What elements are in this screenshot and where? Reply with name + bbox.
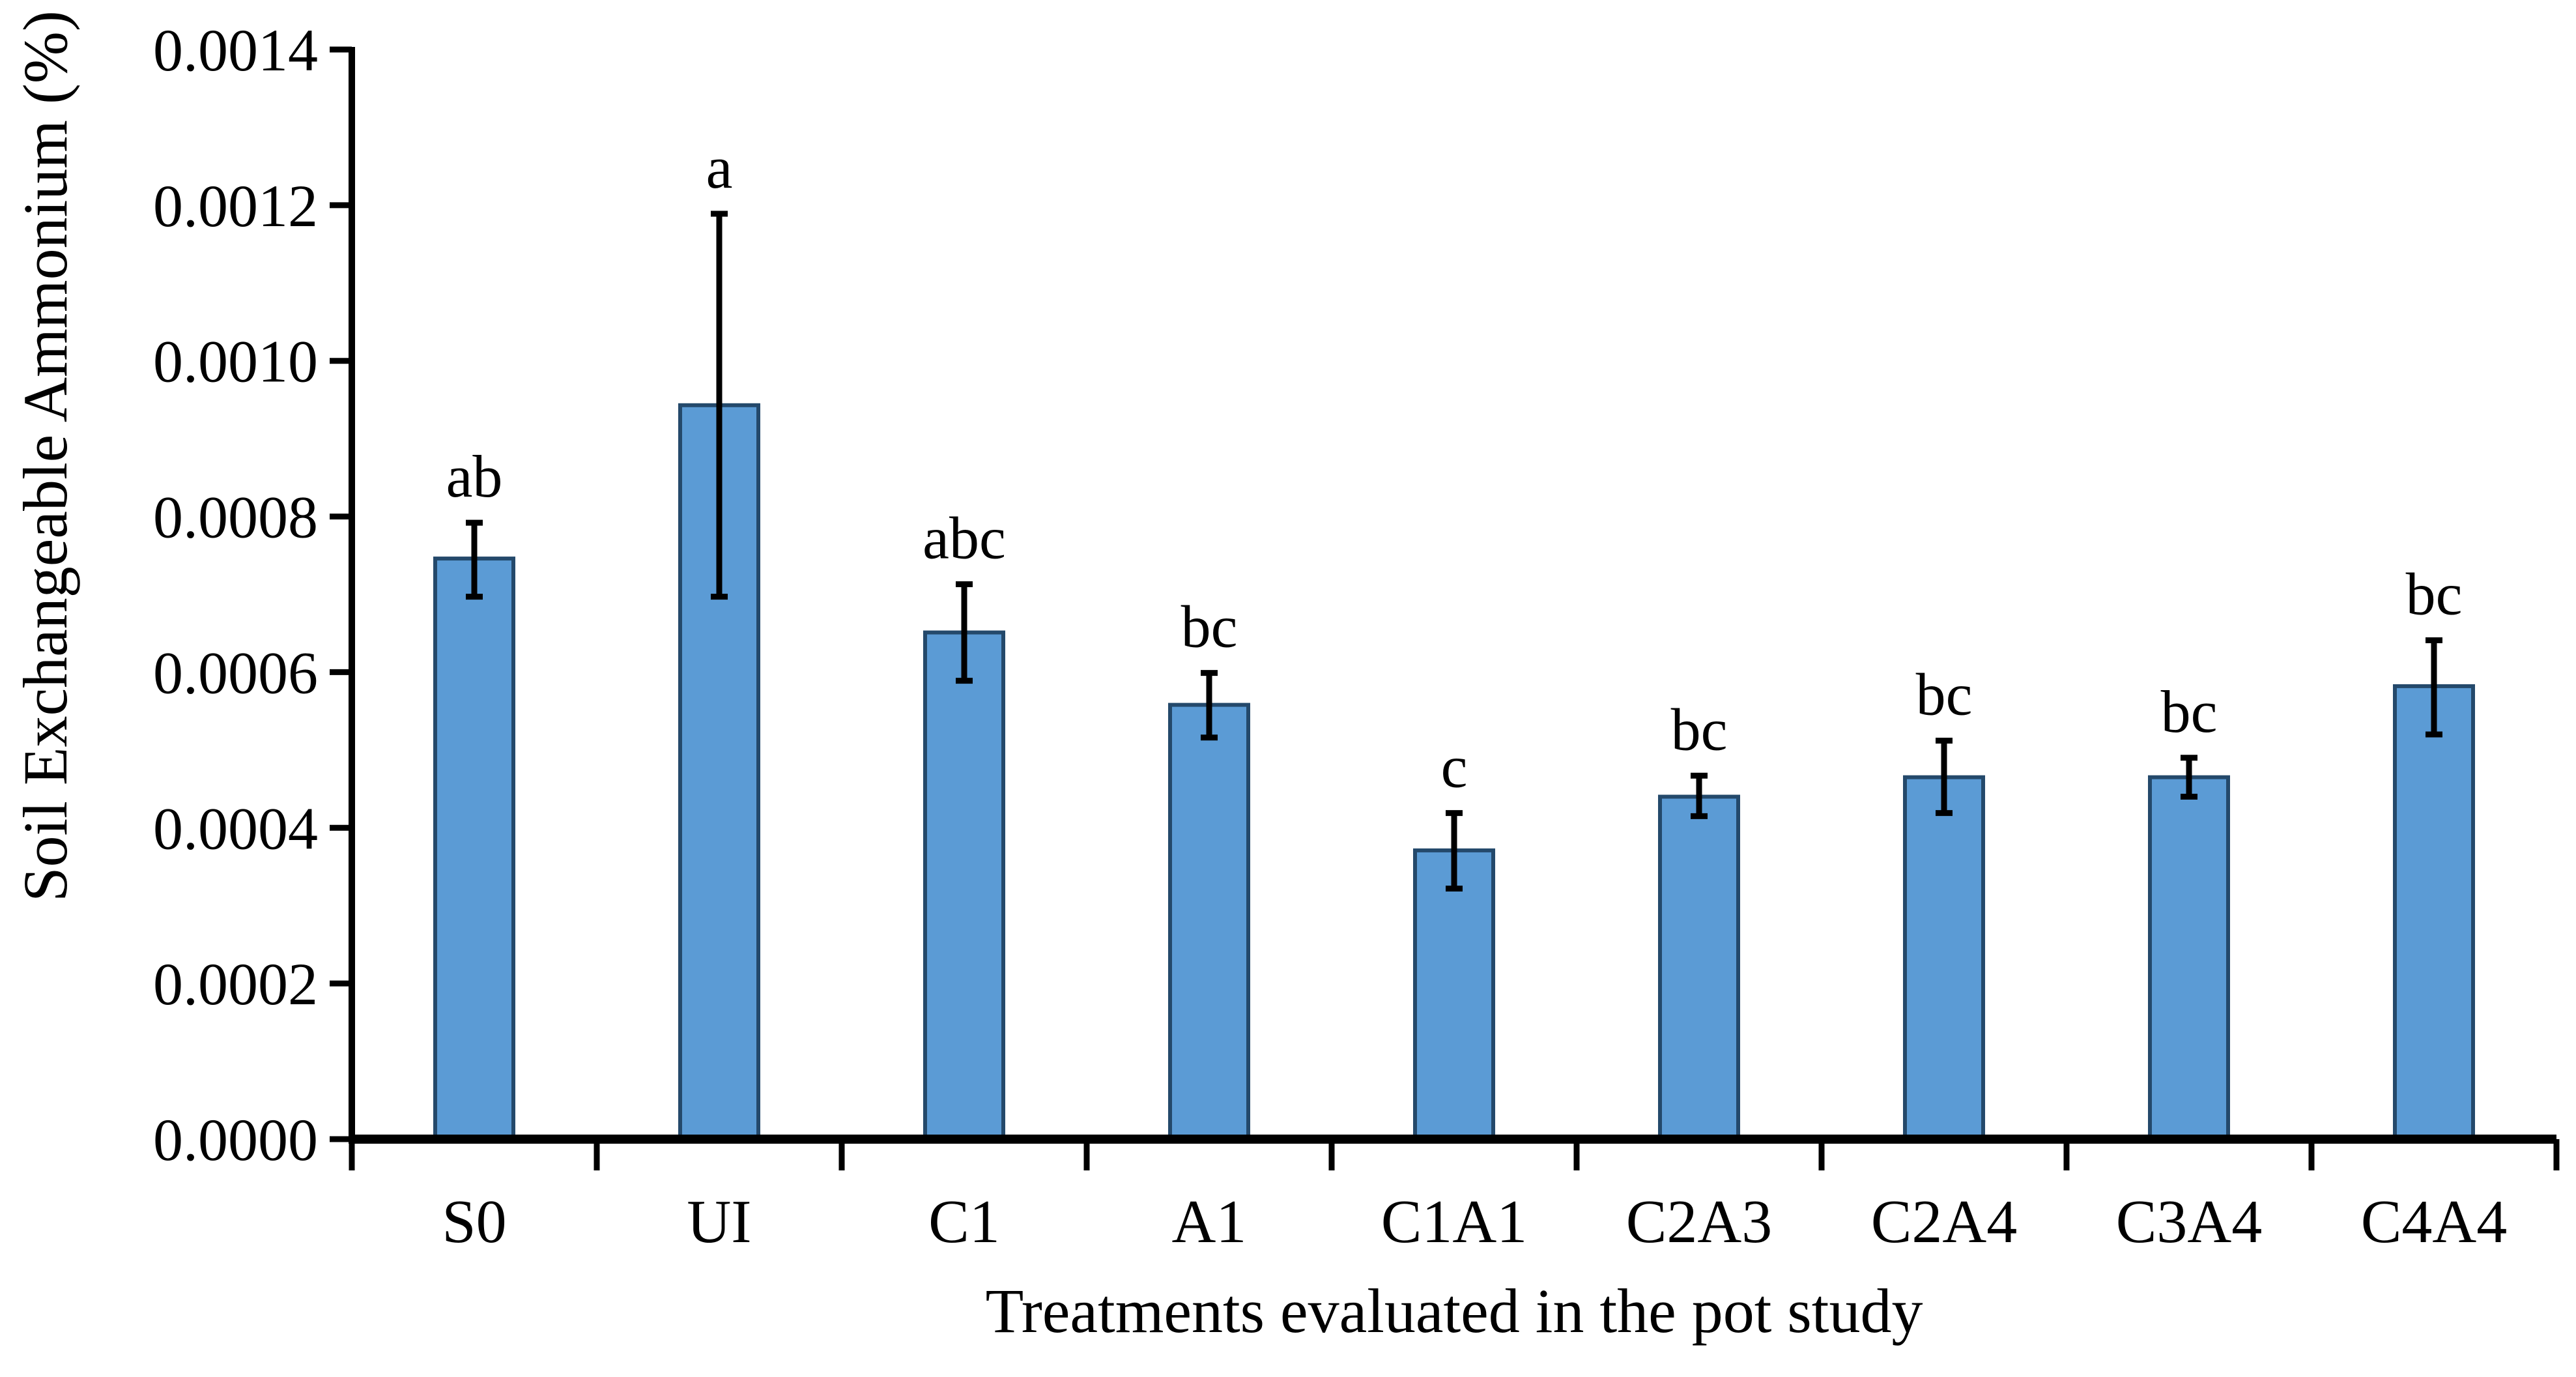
- x-tick-label-a1: A1: [1172, 1188, 1247, 1256]
- y-tick-label-0.0014: 0.0014: [153, 17, 318, 83]
- bar-c1: [923, 630, 1005, 1141]
- x-tick-label-ui: UI: [687, 1188, 751, 1256]
- bar-a1: [1168, 703, 1250, 1142]
- bar-c2a4: [1903, 775, 1985, 1141]
- x-tick-label-c3a4: C3A4: [2116, 1188, 2263, 1256]
- sig-letter-a1: bc: [1181, 594, 1238, 660]
- sig-letter-ui: a: [706, 134, 733, 201]
- y-tick-label-0.0002: 0.0002: [153, 951, 318, 1017]
- labels-layer: ab S0 a UI abc C1 bc A1 c C1A1 bc C2A3 bc C2A4 bc C3A4 b…: [153, 17, 2507, 1256]
- y-tick-label-0.0000: 0.0000: [153, 1107, 318, 1173]
- y-axis-title: Soil Exchangeable Ammonium (%): [10, 10, 80, 902]
- x-tick-label-c1: C1: [928, 1188, 1000, 1256]
- bar-s0: [433, 557, 515, 1141]
- x-tick-label-c4a4: C4A4: [2361, 1188, 2508, 1256]
- x-tick-label-c2a3: C2A3: [1626, 1188, 1773, 1256]
- bar-c1a1: [1413, 848, 1495, 1142]
- x-axis-title: Treatments evaluated in the pot study: [986, 1276, 1923, 1346]
- bar-c2a3: [1658, 794, 1740, 1141]
- sig-letter-c3a4: bc: [2161, 678, 2218, 745]
- bar-c4a4: [2393, 684, 2475, 1141]
- sig-letter-c1: abc: [923, 504, 1006, 571]
- error-bars-layer: [466, 210, 2442, 891]
- sig-letter-c4a4: bc: [2406, 560, 2463, 627]
- bar-c3a4: [2148, 775, 2230, 1141]
- sig-letter-c1a1: c: [1441, 734, 1468, 800]
- y-tick-label-0.0008: 0.0008: [153, 484, 318, 551]
- y-tick-label-0.0012: 0.0012: [153, 173, 318, 239]
- x-tick-label-s0: S0: [442, 1188, 506, 1256]
- sig-letter-s0: ab: [446, 443, 503, 510]
- y-tick-label-0.0004: 0.0004: [153, 795, 318, 862]
- y-tick-label-0.0010: 0.0010: [153, 328, 318, 395]
- x-tick-label-c2a4: C2A4: [1871, 1188, 2018, 1256]
- x-tick-label-c1a1: C1A1: [1381, 1188, 1528, 1256]
- sig-letter-c2a4: bc: [1916, 661, 1973, 728]
- axes-layer: [330, 46, 2560, 1170]
- sig-letter-c2a3: bc: [1671, 696, 1728, 762]
- y-tick-label-0.0006: 0.0006: [153, 639, 318, 706]
